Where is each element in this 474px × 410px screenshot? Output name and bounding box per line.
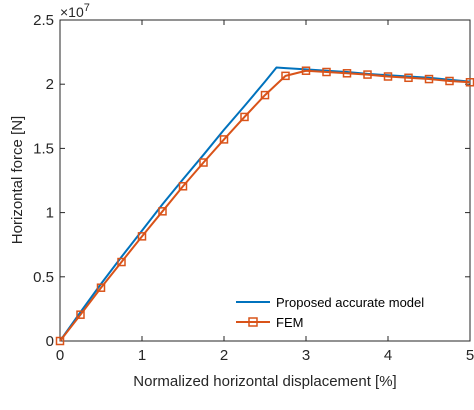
legend-label-fem: FEM [276, 315, 303, 330]
x-tick-label: 5 [466, 347, 474, 364]
fem-point-marker [137, 232, 147, 241]
fem-point-marker [363, 70, 372, 79]
y-tick-label: 2.5 [33, 12, 54, 29]
y-axis-multiplier: ×107 [60, 2, 90, 20]
series-layer [55, 66, 474, 346]
fem-point-marker [404, 73, 413, 83]
fem-point-marker [76, 310, 85, 319]
legend-marker-fem [248, 317, 258, 327]
legend-box [227, 287, 467, 333]
legend-label-model: Proposed accurate model [276, 295, 424, 310]
fem-point-marker [281, 71, 290, 81]
y-tick-label: 1.5 [33, 140, 54, 157]
y-axis-label: Horizontal force [N] [9, 116, 26, 244]
fem-point-marker [96, 283, 106, 292]
fem-point-marker [117, 257, 126, 267]
series-line-fem [59, 69, 471, 342]
fem-point-marker [260, 90, 270, 100]
x-tick-label: 0 [56, 347, 64, 364]
fem-point-marker [383, 72, 393, 81]
y-tick-label: 0.5 [33, 269, 54, 286]
legend: Proposed accurate model FEM [227, 287, 467, 333]
fem-point-marker [55, 336, 65, 346]
y-tick-label: 2 [46, 76, 54, 93]
y-tick-label: 0 [46, 333, 54, 350]
x-tick-label: 4 [384, 347, 392, 364]
x-tick-label: 3 [302, 347, 310, 364]
x-tick-label: 2 [220, 347, 228, 364]
y-tick-label: 1 [46, 205, 54, 222]
x-axis-label: Normalized horizontal displacement [%] [133, 373, 396, 390]
fem-point-marker [219, 135, 229, 144]
fem-point-marker [342, 69, 352, 78]
fem-point-marker [178, 182, 188, 191]
tick-labels: 0 1 2 3 4 5 0 0.5 1 1.5 2 2.5 [33, 12, 474, 364]
fem-point-marker [240, 112, 249, 122]
x-tick-label: 1 [138, 347, 146, 364]
series-line-model [59, 66, 471, 342]
fem-point-marker [301, 66, 311, 75]
fem-point-marker [322, 67, 331, 77]
fem-point-marker [199, 158, 208, 167]
fem-point-marker [424, 74, 434, 84]
fem-point-marker [158, 207, 167, 216]
fem-point-marker [445, 76, 454, 86]
